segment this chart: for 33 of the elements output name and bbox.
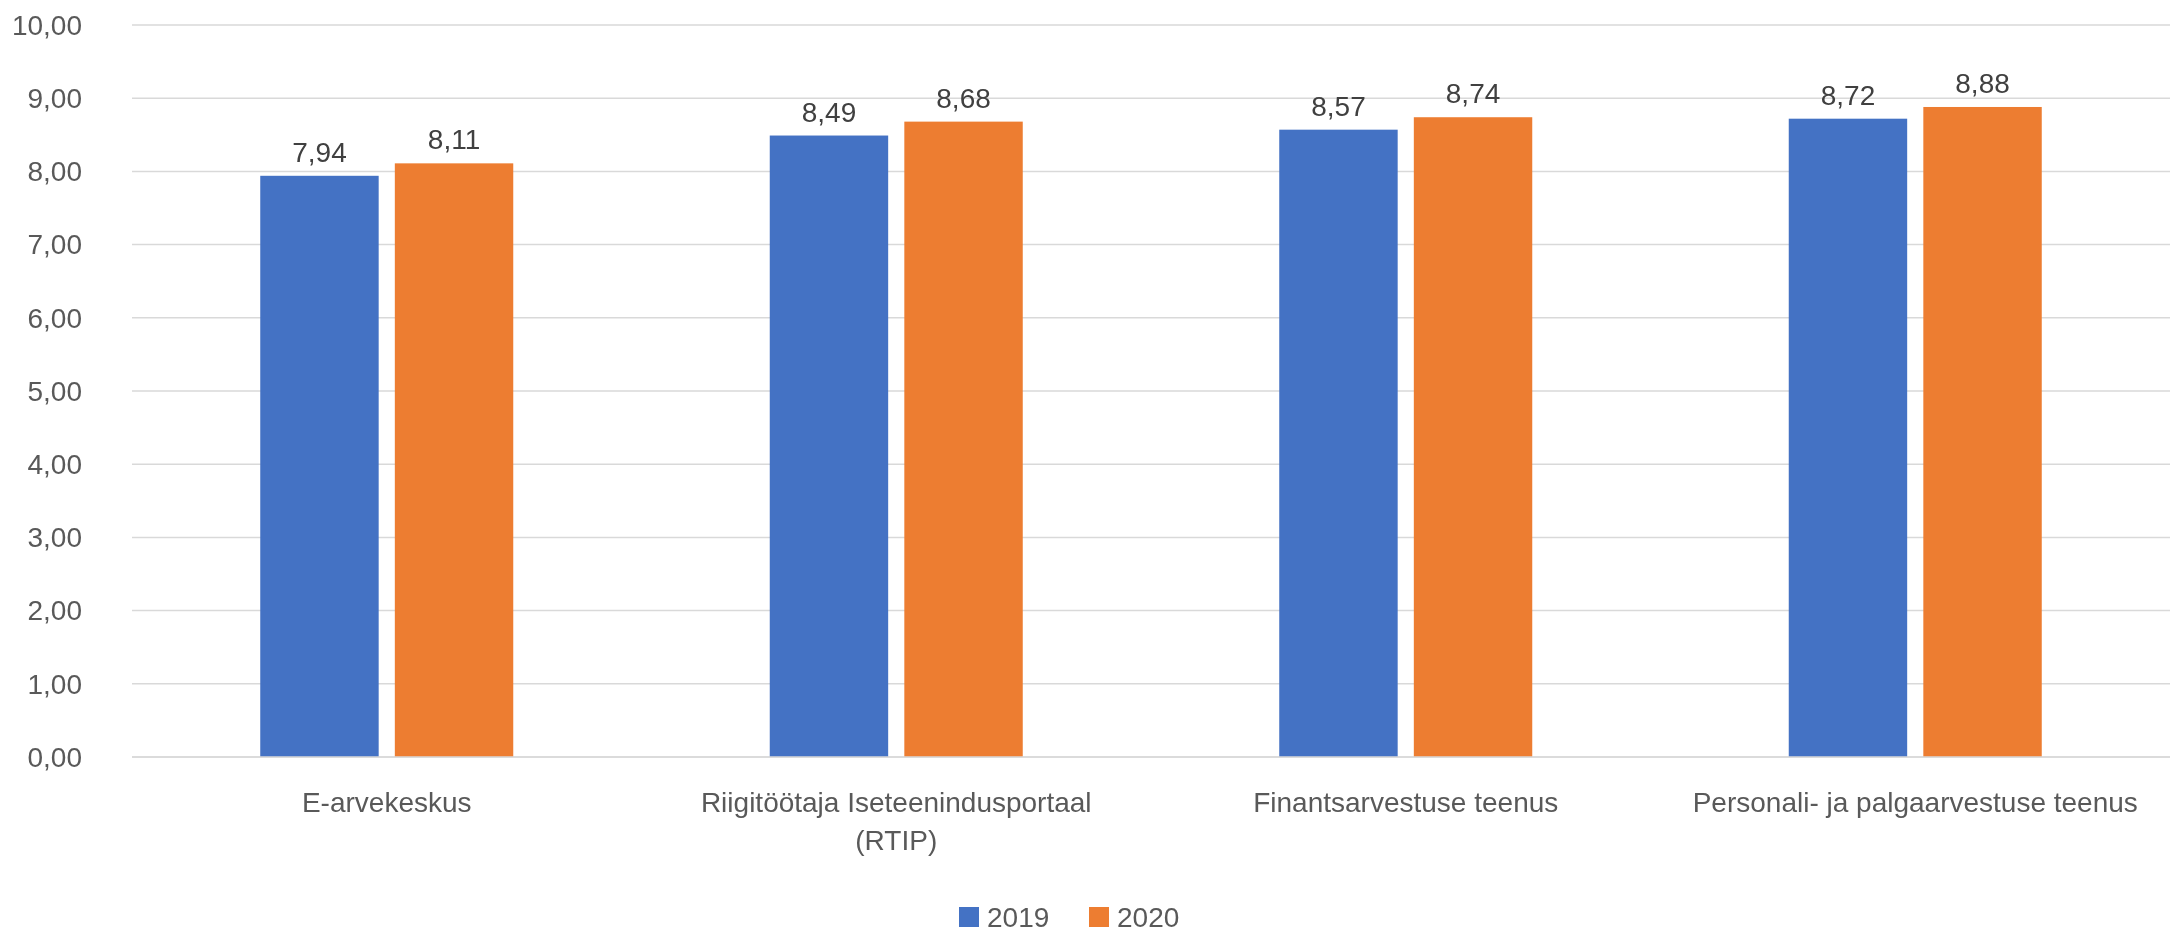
y-tick-label: 3,00	[27, 522, 82, 554]
bar	[260, 175, 379, 757]
data-label: 7,94	[292, 136, 347, 168]
bar	[769, 135, 889, 757]
y-tick-label: 5,00	[27, 375, 82, 407]
y-tick-label: 4,00	[27, 449, 82, 480]
x-tick-label: Personali- ja palgaarvestuse teenus	[1692, 787, 2138, 818]
y-tick-label: 2,00	[27, 595, 82, 627]
bar	[1923, 106, 2042, 757]
y-tick-label: 10,00	[11, 9, 82, 41]
y-tick-label: 8,00	[27, 156, 82, 188]
data-label: 8,49	[801, 96, 857, 128]
data-label: 8,11	[427, 124, 481, 156]
y-tick-label: 6,00	[27, 302, 82, 334]
y-tick-label: 7,00	[27, 229, 82, 261]
data-label: 8,68	[936, 82, 991, 114]
data-label: 8,88	[1955, 67, 2010, 99]
legend-label: 2020	[1117, 901, 1180, 933]
data-label: 8,57	[1311, 90, 1366, 122]
legend-label: 2019	[987, 901, 1050, 933]
bar	[1279, 129, 1398, 757]
x-tick-label: E-arvekeskus	[301, 787, 472, 818]
bar	[904, 121, 1023, 757]
y-tick-label: 0,00	[27, 741, 82, 773]
y-tick-label: 1,00	[27, 668, 82, 700]
data-label: 8,74	[1445, 78, 1501, 110]
data-label: 8,72	[1820, 79, 1876, 111]
bar	[1788, 118, 1908, 757]
y-tick-label: 9,00	[27, 83, 82, 114]
bar	[394, 163, 514, 757]
x-tick-label: Finantsarvestuse teenus	[1253, 787, 1559, 818]
bar	[1413, 117, 1533, 757]
x-tick-label: Riigitöötaja Iseteenindusportaal (RTIP)	[700, 787, 1092, 856]
